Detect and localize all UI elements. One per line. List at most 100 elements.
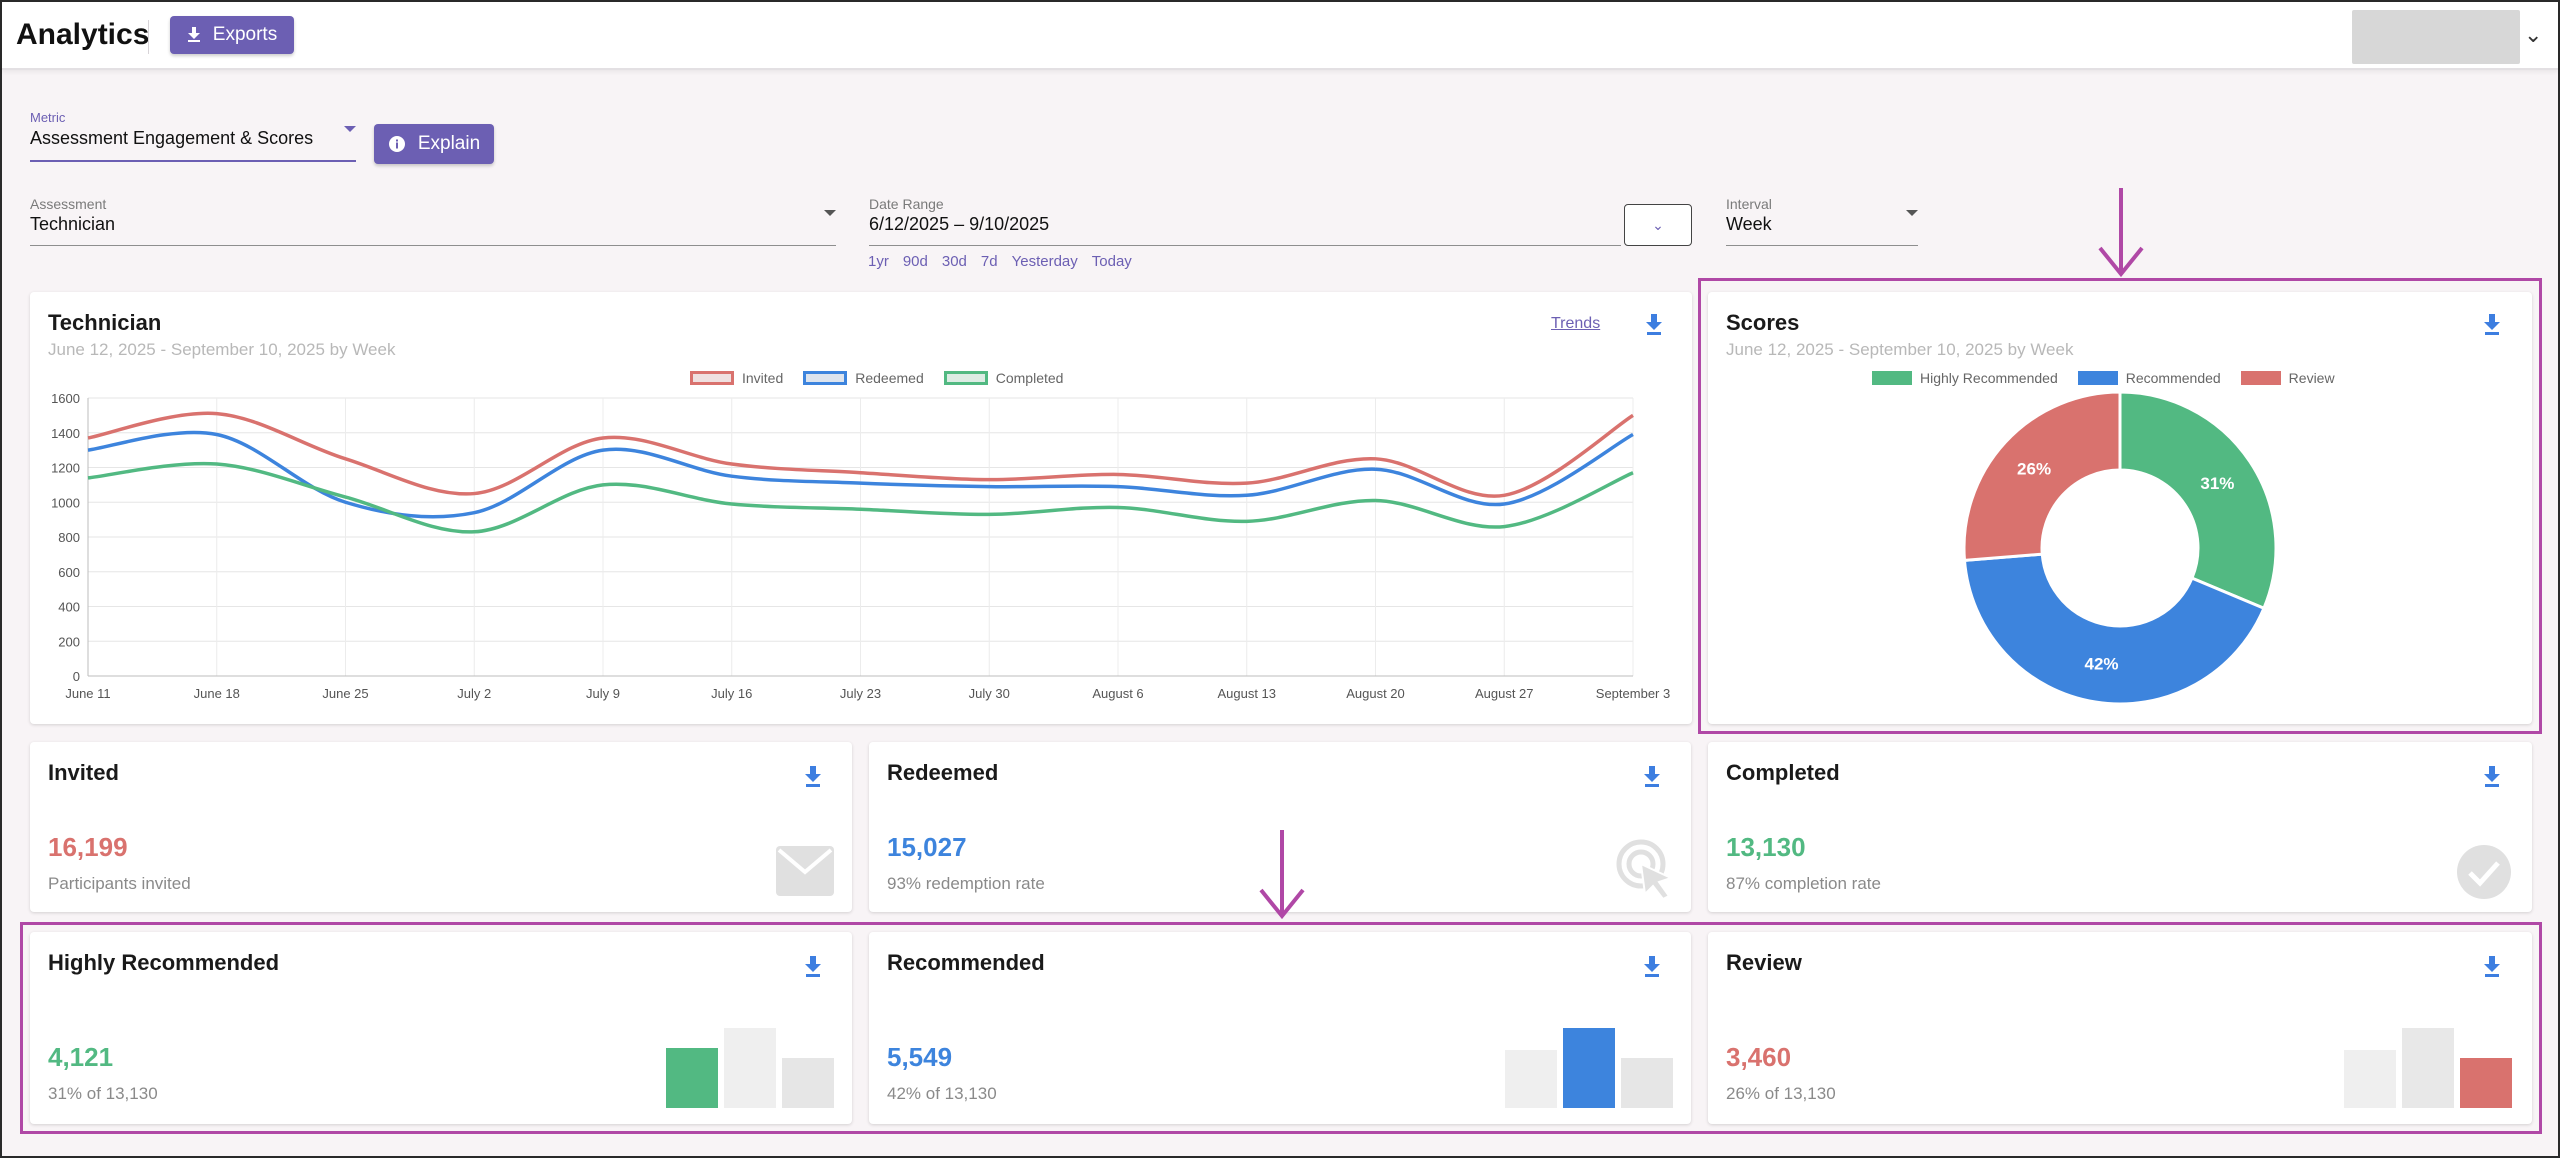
date-picker-toggle[interactable]: ⌄ <box>1624 204 1692 246</box>
checkmark-circle-icon <box>2457 845 2511 899</box>
stat-value: 3,460 <box>1726 1042 1792 1072</box>
explain-label: Explain <box>417 133 481 154</box>
interval-value: Week <box>1726 214 1772 234</box>
x-tick-label: June 25 <box>322 686 368 701</box>
interval-label: Interval <box>1726 196 1772 212</box>
quick-range-today[interactable]: Today <box>1091 253 1132 270</box>
download-icon[interactable] <box>1642 766 1662 788</box>
card-title: Redeemed <box>887 760 999 785</box>
caret-down-icon <box>824 210 836 216</box>
card-title: Invited <box>48 760 119 785</box>
line-chart: 0 200 400 600 800 1000 1200 1400 1600 June 11 June… <box>51 391 1670 701</box>
legend-swatch <box>2077 371 2118 385</box>
mini-bar <box>2460 1058 2512 1108</box>
completed-card: Completed 13,130 87% completion rate <box>1708 742 2532 912</box>
legend-item-completed[interactable]: Completed <box>943 370 1063 386</box>
legend-label: Redeemed <box>855 370 924 386</box>
mini-bar <box>724 1028 776 1108</box>
slice-label: 31% <box>2200 474 2234 493</box>
x-tick-label: August 27 <box>1475 686 1534 701</box>
interval-select[interactable]: Interval Week <box>1726 196 1918 246</box>
legend-item-invited[interactable]: Invited <box>690 370 783 386</box>
exports-button[interactable]: Exports <box>170 16 294 54</box>
legend-swatch <box>943 371 988 385</box>
stat-value: 16,199 <box>48 832 128 862</box>
stat-subtext: 87% completion rate <box>1726 874 1881 893</box>
legend-label: Review <box>2288 370 2335 386</box>
mini-bar <box>1621 1058 1673 1108</box>
annotation-arrow-icon <box>2098 188 2144 278</box>
assessment-value: Technician <box>30 214 116 234</box>
annotation-arrow-icon <box>1259 830 1305 920</box>
legend-item-recommended[interactable]: Recommended <box>2077 370 2221 386</box>
x-tick-label: August 6 <box>1092 686 1143 701</box>
page-title: Analytics <box>16 18 150 51</box>
mini-bar <box>1505 1050 1557 1108</box>
download-icon <box>187 27 200 42</box>
assessment-select[interactable]: Assessment Technician <box>30 196 836 246</box>
y-tick-label: 400 <box>58 600 80 615</box>
card-title: Recommended <box>887 950 1045 975</box>
invited-card: Invited 16,199 Participants invited <box>30 742 852 912</box>
donut-slice-review <box>1962 390 2122 562</box>
stat-subtext: 42% of 13,130 <box>887 1084 997 1103</box>
series-line-redeemed <box>87 430 1634 519</box>
highlight-scores <box>1698 278 2542 734</box>
mini-bar-chart <box>666 1028 834 1108</box>
download-icon[interactable] <box>2482 766 2502 788</box>
quick-range-30d[interactable]: 30d <box>941 253 967 270</box>
x-tick-label: August 13 <box>1217 686 1276 701</box>
trends-link[interactable]: Trends <box>1551 315 1601 332</box>
legend-item-review[interactable]: Review <box>2240 370 2335 386</box>
y-tick-label: 600 <box>58 565 80 580</box>
line-legend: Invited Redeemed Completed <box>690 370 1073 386</box>
explain-button[interactable]: Explain <box>374 124 494 164</box>
stat-subtext: Participants invited <box>48 874 191 893</box>
x-tick-label: September 3 <box>1596 686 1670 701</box>
download-icon[interactable] <box>2482 956 2502 978</box>
donut-slice-highly-recommended <box>2118 390 2278 611</box>
chevron-down-icon[interactable]: ⌄ <box>2524 22 2543 47</box>
stat-value: 4,121 <box>48 1042 114 1072</box>
review-card: Review 3,460 26% of 13,130 <box>1708 932 2532 1124</box>
date-range-field[interactable]: Date Range 6/12/2025 – 9/10/2025 <box>869 196 1621 246</box>
info-icon <box>388 136 405 152</box>
y-tick-label: 0 <box>73 669 80 684</box>
quick-range-links: 1yr 90d 30d 7d Yesterday Today <box>868 253 1132 270</box>
user-menu[interactable] <box>2352 10 2520 64</box>
exports-label: Exports <box>212 24 278 45</box>
card-title: Completed <box>1726 760 1840 785</box>
quick-range-yesterday[interactable]: Yesterday <box>1011 253 1078 270</box>
slice-label: 26% <box>2017 460 2051 479</box>
quick-range-90d[interactable]: 90d <box>902 253 928 270</box>
x-tick-label: July 23 <box>840 686 881 701</box>
x-tick-label: August 20 <box>1346 686 1405 701</box>
download-icon[interactable] <box>803 956 823 978</box>
stat-subtext: 26% of 13,130 <box>1726 1084 1836 1103</box>
card-subtitle: June 12, 2025 - September 10, 2025 by We… <box>1726 340 2074 359</box>
assessment-label: Assessment <box>30 196 107 212</box>
download-icon[interactable] <box>1642 956 1662 978</box>
pie-legend: Highly Recommended Recommended Review <box>1872 370 2345 386</box>
metric-select[interactable]: Metric Assessment Engagement & Scores <box>30 110 356 162</box>
metric-value: Assessment Engagement & Scores <box>30 128 314 148</box>
download-icon[interactable] <box>2482 314 2502 336</box>
quick-range-1yr[interactable]: 1yr <box>868 253 889 270</box>
technician-chart-card: Technician June 12, 2025 - September 10,… <box>30 292 1692 724</box>
caret-down-icon <box>1906 210 1918 216</box>
donut-slice-recommended <box>1962 552 2266 706</box>
legend-item-highly-recommended[interactable]: Highly Recommended <box>1872 370 2058 386</box>
donut-chart: 31% 42% 26% <box>1962 390 2278 706</box>
x-tick-label: June 11 <box>65 686 110 701</box>
y-tick-label: 200 <box>58 634 80 649</box>
legend-item-redeemed[interactable]: Redeemed <box>803 370 924 386</box>
legend-label: Invited <box>742 370 784 386</box>
mini-bar-chart <box>2344 1028 2512 1108</box>
chevron-down-icon: ⌄ <box>1652 216 1664 233</box>
download-icon[interactable] <box>1644 314 1664 336</box>
download-icon[interactable] <box>803 766 823 788</box>
stat-value: 13,130 <box>1726 832 1806 862</box>
quick-range-7d[interactable]: 7d <box>980 253 998 270</box>
stat-subtext: 93% redemption rate <box>887 874 1045 893</box>
metric-label: Metric <box>30 110 66 125</box>
